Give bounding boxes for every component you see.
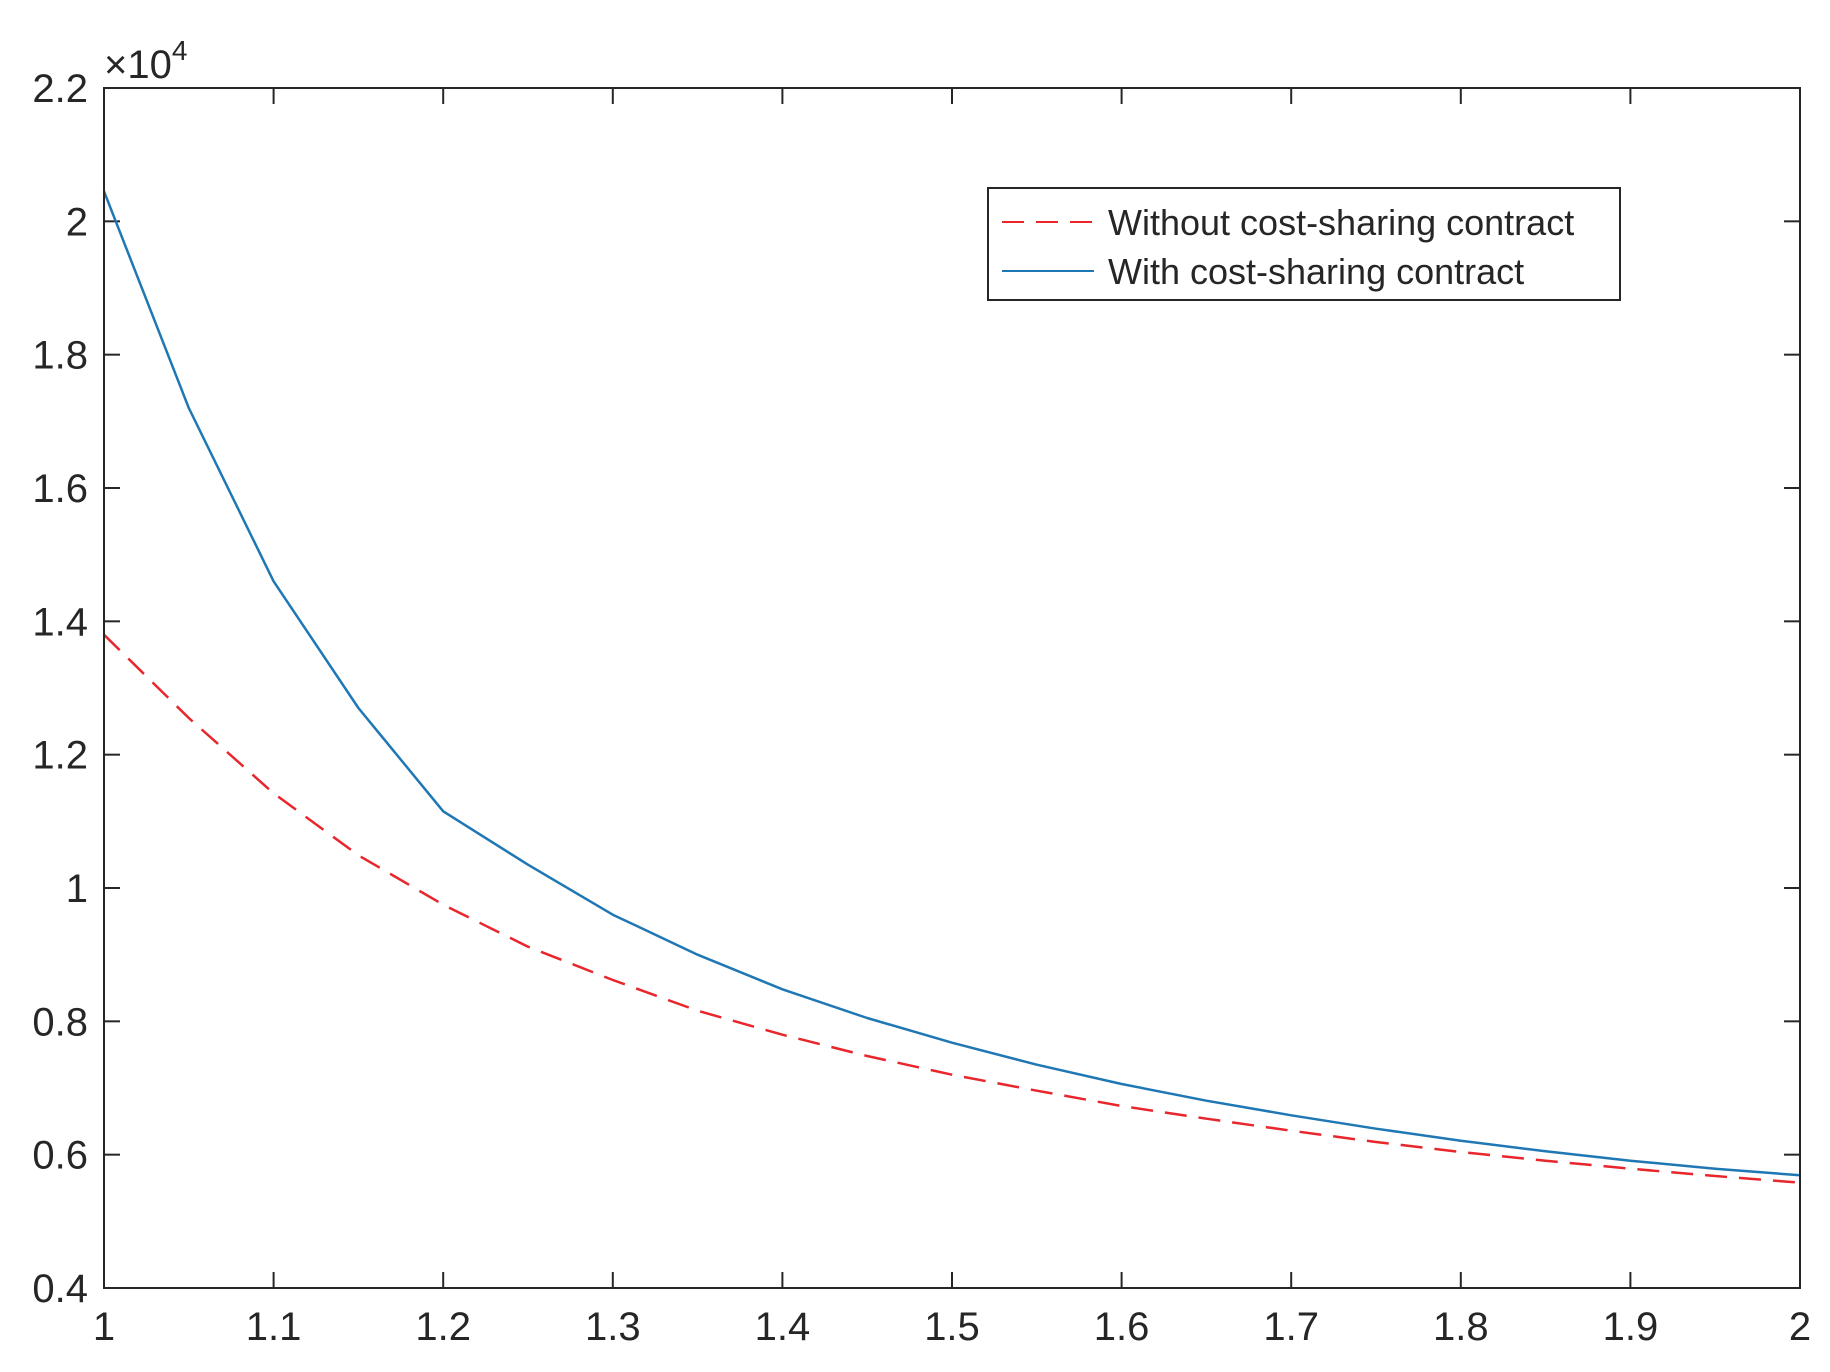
y-tick-label: 0.4	[32, 1267, 88, 1311]
series-line-without	[103, 633, 1801, 1184]
y-tick-label: 1	[66, 867, 88, 911]
x-tick-label: 1	[93, 1305, 115, 1349]
x-tick-label: 1.1	[246, 1305, 302, 1349]
y-axis-multiplier: ×104	[104, 35, 187, 87]
x-tick-label: 2	[1789, 1305, 1811, 1349]
x-tick-label: 1.5	[924, 1305, 980, 1349]
y-tick-label: 1.2	[32, 734, 88, 778]
y-tick-label: 2.2	[32, 67, 88, 111]
legend-label-without: Without cost-sharing contract	[1108, 202, 1574, 243]
y-tick-label: 0.6	[32, 1134, 88, 1178]
x-tick-label: 1.8	[1433, 1305, 1489, 1349]
legend-label-with: With cost-sharing contract	[1108, 251, 1524, 292]
x-tick-label: 1.2	[415, 1305, 471, 1349]
x-tick-labels: 1 1.1 1.2 1.3 1.4 1.5 1.6 1.7 1.8 1.9 2	[93, 1305, 1811, 1349]
x-tick-marks	[103, 88, 1801, 1288]
x-tick-label: 1.3	[585, 1305, 641, 1349]
y-tick-label: 0.8	[32, 1000, 88, 1044]
x-tick-label: 1.7	[1263, 1305, 1319, 1349]
y-axis-multiplier-exponent: 4	[172, 35, 188, 66]
series-layer	[102, 190, 1801, 1184]
series-line-with	[102, 190, 1801, 1177]
x-tick-label: 1.6	[1094, 1305, 1150, 1349]
legend-box	[987, 187, 1621, 301]
y-tick-labels: 0.4 0.6 0.8 1 1.2 1.4 1.6 1.8 2 2.2	[32, 67, 88, 1311]
legend: Without cost-sharing contract With cost-…	[987, 187, 1621, 301]
y-axis-multiplier-base: ×10	[104, 43, 172, 87]
x-tick-label: 1.4	[755, 1305, 811, 1349]
y-tick-label: 1.6	[32, 467, 88, 511]
axes-box	[103, 87, 1801, 1289]
y-tick-label: 2	[66, 200, 88, 244]
y-tick-label: 1.4	[32, 600, 88, 644]
x-tick-label: 1.9	[1603, 1305, 1659, 1349]
y-tick-label: 1.8	[32, 334, 88, 378]
